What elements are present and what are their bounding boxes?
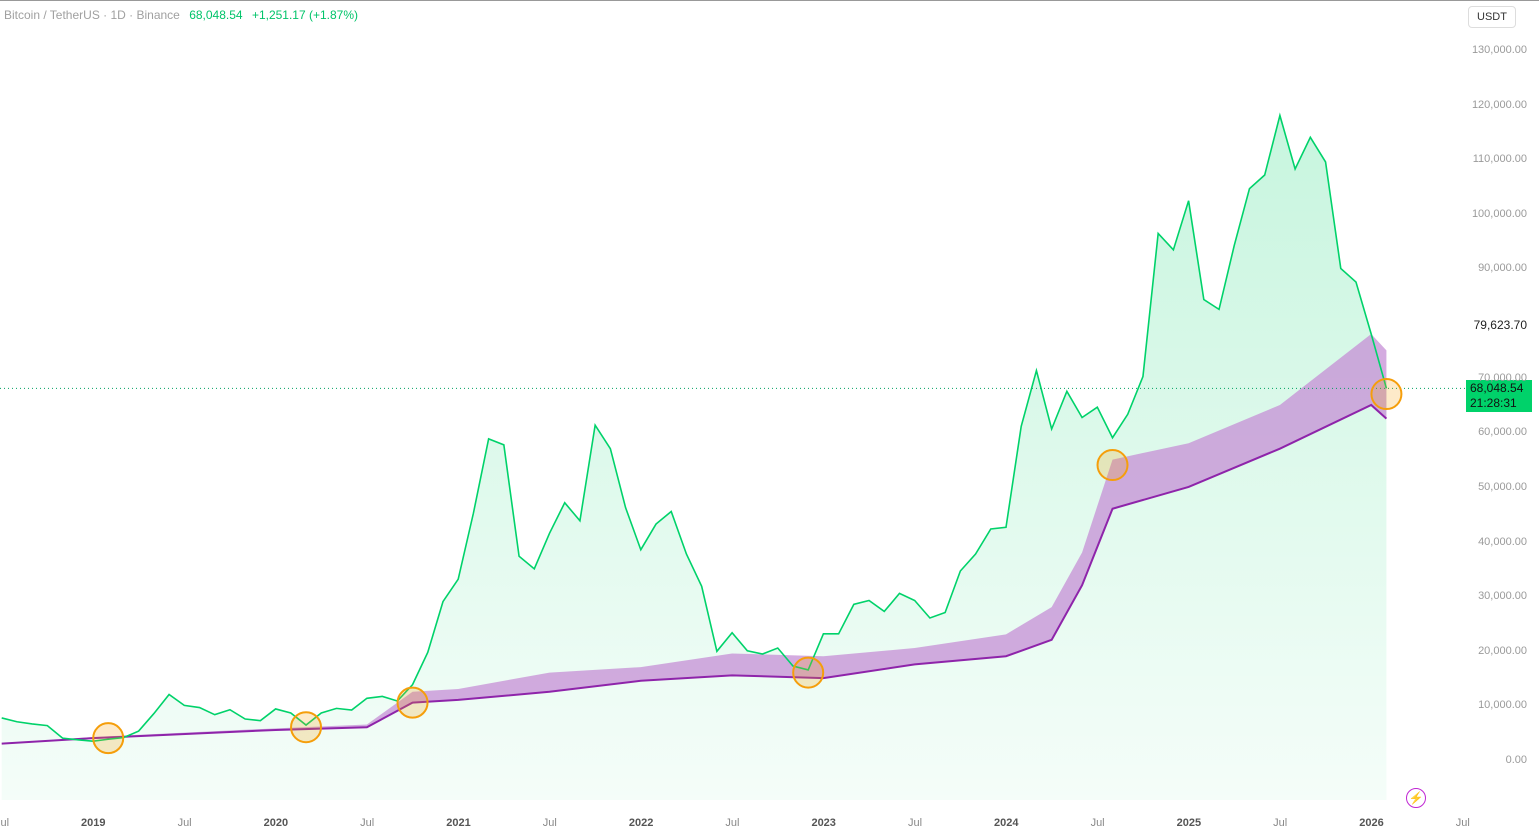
last-price: 68,048.54 <box>189 8 243 22</box>
symbol-header: Bitcoin / TetherUS · 1D · Binance 68,048… <box>4 8 358 22</box>
x-tick-label: Jul <box>360 817 375 829</box>
x-tick-label: Jul <box>725 817 740 829</box>
x-tick-label: Jul <box>1273 817 1288 829</box>
y-tick-label: 0.00 <box>1505 754 1527 766</box>
y-tick-label: 50,000.00 <box>1478 480 1527 493</box>
y-tick-label: 120,000.00 <box>1471 98 1527 111</box>
x-tick-label: 2023 <box>811 817 836 829</box>
signal-marker <box>290 711 323 744</box>
bar-countdown: 21:28:31 <box>1470 396 1517 410</box>
current-price: 68,048.54 <box>1470 381 1524 395</box>
x-tick-label: Jul <box>177 817 192 829</box>
x-tick-label: 2021 <box>446 817 471 829</box>
y-tick-label: 10,000.00 <box>1478 699 1527 712</box>
signal-marker <box>1096 449 1129 482</box>
x-tick-label: 2025 <box>1176 817 1202 829</box>
band-fill <box>1 333 1387 744</box>
x-tick-label: 2019 <box>81 817 106 829</box>
y-tick-label: 20,000.00 <box>1478 644 1527 657</box>
x-tick-label: 2020 <box>263 817 289 829</box>
x-tick-label: Jul <box>542 817 557 829</box>
x-tick-label: 2022 <box>628 817 654 829</box>
x-tick-label: Jul <box>0 817 10 829</box>
x-tick-label: 2024 <box>994 817 1019 829</box>
signal-marker <box>396 686 429 719</box>
y-tick-label: 70,000.00 <box>1478 371 1527 384</box>
y-tick-label: 60,000.00 <box>1478 426 1527 439</box>
y-tick-label: 30,000.00 <box>1478 590 1527 603</box>
y-tick-label: 90,000.00 <box>1478 262 1527 275</box>
y-tick-label: 100,000.00 <box>1471 207 1527 220</box>
x-tick-label: 2026 <box>1359 817 1384 829</box>
y-tick-label: 40,000.00 <box>1478 535 1527 548</box>
x-tick-label: Jul <box>1090 817 1105 829</box>
price-line <box>1 112 1388 742</box>
y-tick-label: 130,000.00 <box>1471 43 1527 56</box>
lightning-icon[interactable]: ⚡ <box>1406 788 1426 808</box>
signal-marker <box>792 656 825 689</box>
signal-marker <box>92 722 125 755</box>
currency-button[interactable]: USDT <box>1468 6 1516 28</box>
price-change: +1,251.17 (+1.87%) <box>251 8 359 22</box>
band-lower-line <box>1 403 1388 745</box>
current-price-label: 68,048.54 21:28:31 <box>1466 380 1532 412</box>
signal-marker <box>1370 378 1403 411</box>
x-tick-label: Jul <box>1455 817 1470 829</box>
y-tick-label: 110,000.00 <box>1472 153 1527 166</box>
top-border <box>0 0 1539 1</box>
high-price-label: 79,623.70 <box>1473 318 1527 332</box>
x-tick-label: Jul <box>907 817 923 829</box>
symbol-title: Bitcoin / TetherUS · 1D · Binance <box>4 8 180 22</box>
